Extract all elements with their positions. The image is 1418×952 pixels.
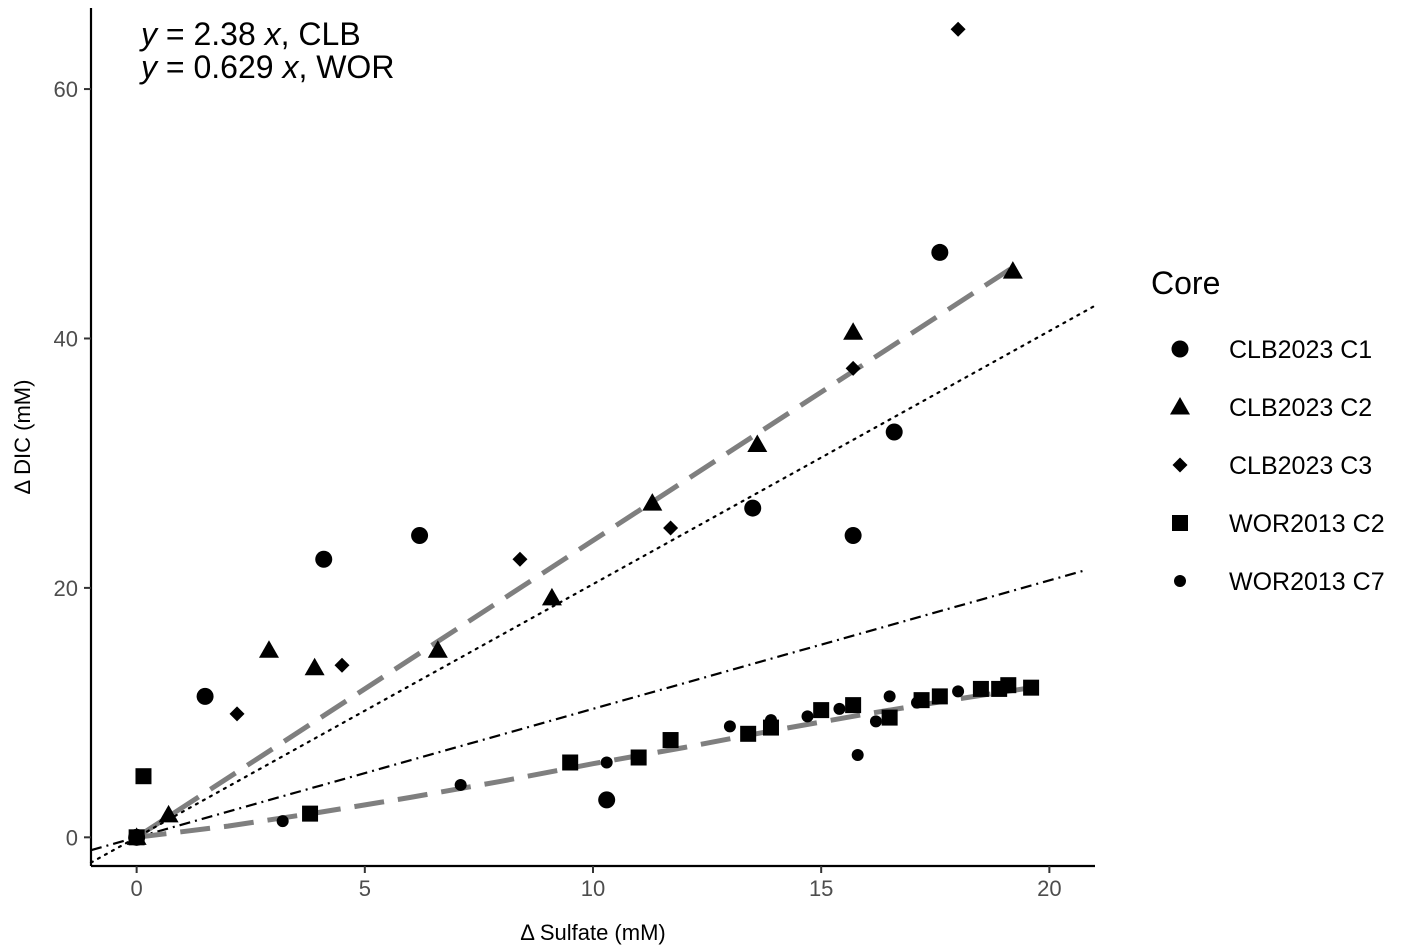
- legend-key-triangle: [1170, 397, 1190, 415]
- data-point: [598, 791, 616, 809]
- data-point: [135, 768, 152, 785]
- data-point: [801, 710, 814, 723]
- legend-item: WOR2013 C2: [1172, 510, 1385, 538]
- data-point: [952, 685, 965, 698]
- y-tick-label: 0: [66, 825, 78, 850]
- fit-lines: [89, 262, 1097, 864]
- data-point: [229, 706, 245, 722]
- legend-item: CLB2023 C3: [1172, 452, 1372, 480]
- data-point: [1002, 261, 1023, 279]
- data-point: [315, 550, 333, 568]
- x-axis-title: Δ Sulfate (mM): [520, 920, 666, 945]
- data-point: [334, 657, 350, 673]
- data-point: [931, 243, 949, 261]
- data-point: [911, 696, 924, 709]
- data-point: [512, 551, 528, 567]
- legend-label: WOR2013 C2: [1229, 510, 1385, 538]
- data-point: [813, 702, 830, 719]
- series-clb2023-c2: [126, 261, 1023, 845]
- data-point: [883, 690, 896, 703]
- ticks: 0 5 10 15 20 0 20 40 60: [54, 77, 1062, 901]
- data-point: [630, 749, 647, 766]
- data-point: [128, 829, 145, 846]
- data-point: [723, 720, 736, 733]
- legend-key-diamond: [1172, 457, 1188, 473]
- x-tick-label: 15: [809, 876, 833, 901]
- equation-annotation: y = 0.629 x, WOR: [139, 49, 394, 85]
- axes: [89, 8, 1095, 868]
- x-tick-label: 10: [581, 876, 605, 901]
- legend: Core CLB2023 C1 CLB2023 C2 CLB2023 C3 WOR20…: [1151, 265, 1385, 596]
- series-wor2013-c7: [276, 685, 965, 828]
- data-point: [427, 640, 448, 658]
- series-clb2023-c1: [128, 243, 949, 846]
- fit-line-2: [89, 304, 1097, 864]
- x-tick-label: 20: [1037, 876, 1061, 901]
- data-point: [972, 680, 989, 697]
- data-point: [851, 749, 864, 762]
- data-point: [158, 804, 179, 823]
- data-point: [302, 805, 319, 822]
- data-point: [845, 360, 861, 376]
- data-point: [833, 702, 846, 715]
- fit-line-4: [136, 685, 1032, 840]
- legend-label: CLB2023 C2: [1229, 394, 1372, 422]
- data-point: [1000, 677, 1017, 694]
- legend-title: Core: [1151, 265, 1220, 301]
- legend-key-small-circle: [1174, 575, 1186, 587]
- data-point: [196, 687, 214, 705]
- data-point: [764, 714, 777, 727]
- data-point: [411, 527, 429, 545]
- data-point: [869, 715, 882, 728]
- data-point: [885, 423, 903, 441]
- data-point: [881, 709, 898, 726]
- y-tick-label: 40: [54, 326, 78, 351]
- x-tick-label: 5: [359, 876, 371, 901]
- data-point: [931, 688, 948, 705]
- legend-item: WOR2013 C7: [1174, 568, 1385, 596]
- data-point: [843, 322, 864, 340]
- x-tick-label: 0: [131, 876, 143, 901]
- data-point: [950, 21, 966, 37]
- fit-line-3: [90, 569, 1087, 852]
- equation-annotation: y = 2.38 x, CLB: [139, 16, 361, 52]
- y-tick-label: 20: [54, 576, 78, 601]
- data-point: [1023, 679, 1040, 696]
- data-point: [845, 697, 862, 714]
- data-point: [454, 778, 467, 791]
- series-clb2023-c3: [129, 21, 966, 845]
- data-point: [844, 527, 862, 545]
- data-point: [600, 756, 613, 769]
- data-point: [642, 493, 663, 511]
- data-point: [541, 587, 562, 606]
- data-point: [304, 657, 325, 676]
- legend-key-circle: [1171, 340, 1189, 358]
- series-wor2013-c2: [128, 677, 1040, 846]
- data-point: [562, 754, 579, 771]
- data-point: [663, 520, 679, 536]
- data-point: [276, 815, 289, 828]
- data-point: [740, 725, 757, 742]
- legend-label: CLB2023 C1: [1229, 336, 1372, 364]
- data-point: [747, 434, 768, 452]
- y-axis-title: Δ DIC (mM): [10, 380, 35, 495]
- legend-item: CLB2023 C1: [1171, 336, 1372, 364]
- legend-key-square: [1172, 515, 1188, 531]
- fit-line-1: [135, 262, 1019, 840]
- legend-item: CLB2023 C2: [1170, 394, 1372, 422]
- data-point: [744, 499, 762, 517]
- data-point: [662, 732, 679, 749]
- data-points: [126, 21, 1040, 846]
- y-tick-label: 60: [54, 77, 78, 102]
- legend-label: CLB2023 C3: [1229, 452, 1372, 480]
- data-point: [258, 640, 279, 658]
- legend-label: WOR2013 C7: [1229, 568, 1385, 596]
